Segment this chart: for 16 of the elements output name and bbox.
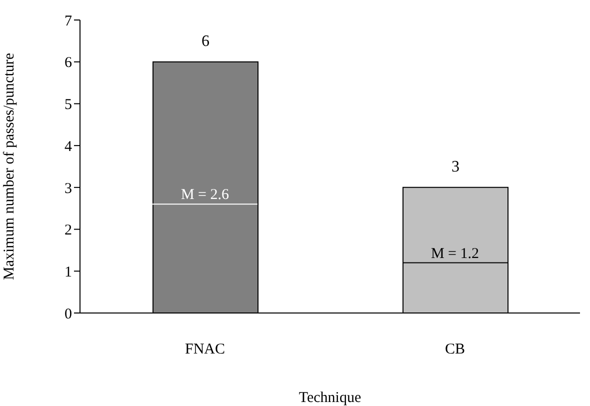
y-axis-title: Maximum number of passes/puncture: [1, 52, 18, 280]
ref-line-label: M = 1.2: [430, 246, 480, 262]
y-tick-label: 5: [64, 97, 72, 114]
ref-line-label: M = 2.6: [180, 187, 230, 204]
x-axis-title: Technique: [298, 390, 362, 406]
y-tick-label: 3: [64, 180, 72, 197]
y-tick-label: 4: [64, 138, 72, 155]
y-tick-label: 1: [64, 264, 72, 280]
data-label: 3: [452, 158, 460, 176]
y-tick-label: 2: [64, 222, 72, 239]
x-tick-label: CB: [444, 342, 466, 358]
y-tick-label: 7: [64, 13, 72, 30]
data-label: 6: [202, 32, 210, 50]
y-tick-label: 6: [64, 55, 72, 72]
y-tick-label: 0: [64, 306, 72, 322]
x-tick-label: FNAC: [184, 342, 226, 358]
